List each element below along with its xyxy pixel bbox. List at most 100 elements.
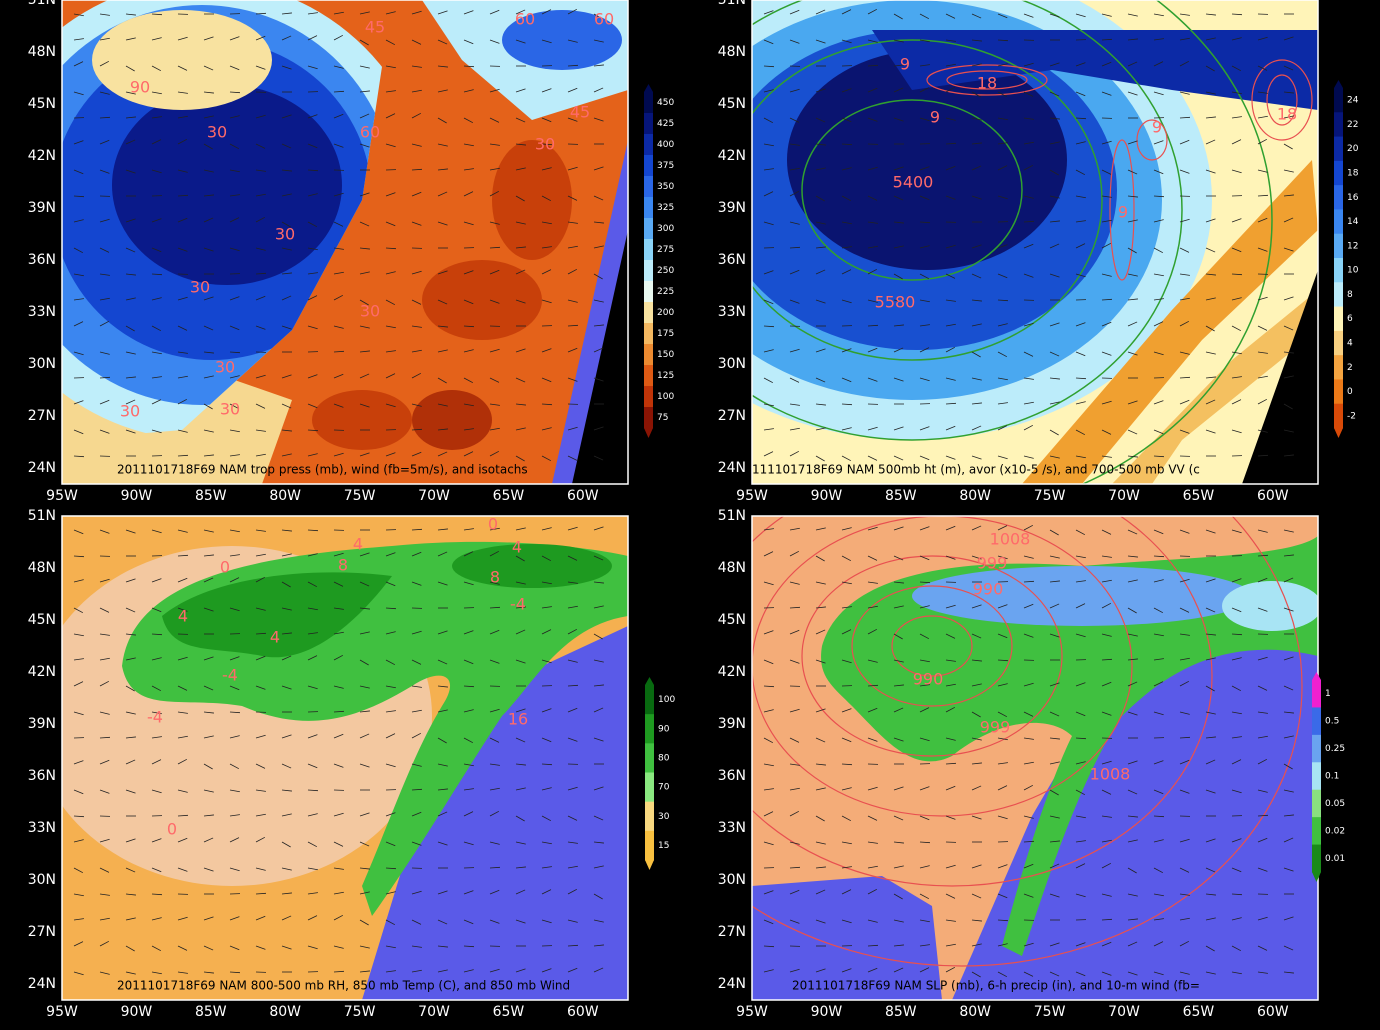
wind-barb <box>203 554 214 557</box>
wind-barb <box>307 272 318 275</box>
wind-barb <box>515 968 526 973</box>
wind-barb <box>997 142 1008 145</box>
wind-barb <box>1023 273 1034 278</box>
wind-barb <box>1231 711 1242 715</box>
lon-label: 95W <box>736 488 768 504</box>
wind-barb <box>463 65 475 68</box>
wind-barb <box>281 221 291 228</box>
wind-barb <box>307 813 318 817</box>
wind-barb <box>971 762 982 765</box>
wind-barb <box>1283 945 1294 951</box>
wind-barb <box>125 351 136 355</box>
wind-barb <box>515 117 526 123</box>
lat-label: 48N <box>718 560 746 576</box>
wind-barb <box>229 169 240 173</box>
wind-barb <box>763 377 774 384</box>
wind-barb <box>867 195 878 201</box>
wind-barb <box>593 815 604 821</box>
wind-barb <box>359 11 370 15</box>
wind-barb <box>893 581 904 584</box>
wind-barb <box>1257 429 1268 433</box>
wind-barb <box>437 403 448 407</box>
wind-barb <box>1231 657 1242 661</box>
wind-barb <box>1283 325 1294 331</box>
colorbar-swatch <box>1334 330 1343 356</box>
wind-barb <box>437 349 448 353</box>
wind-barb <box>789 39 800 44</box>
wind-barb <box>385 631 396 635</box>
wind-barb <box>515 815 525 822</box>
wind-barb <box>1205 247 1216 253</box>
wind-barb <box>1049 117 1060 120</box>
wind-barb <box>945 142 957 145</box>
wind-barb <box>593 87 604 93</box>
wind-barb <box>99 37 110 41</box>
wind-barb <box>567 268 578 275</box>
wind-barb <box>541 737 552 743</box>
wind-barb <box>125 736 136 739</box>
wind-barb <box>1179 657 1190 661</box>
lon-label: 80W <box>959 1004 991 1020</box>
lon-label: 60W <box>567 488 599 504</box>
wind-barb <box>1153 91 1164 96</box>
wind-barb <box>359 581 370 587</box>
wind-barb <box>593 633 603 640</box>
wind-barb <box>1101 529 1112 535</box>
wind-barb <box>359 970 370 973</box>
wind-barb <box>815 221 826 225</box>
lon-label: 75W <box>1034 488 1066 504</box>
wind-barb <box>203 945 214 951</box>
wind-barb <box>789 787 800 791</box>
wind-barb <box>1049 711 1060 717</box>
wind-barb <box>1257 814 1269 817</box>
wind-barb <box>997 604 1008 609</box>
colorbar-swatch <box>1334 355 1343 380</box>
wind-barb <box>1023 401 1034 405</box>
wind-barb <box>815 629 826 635</box>
wind-barb <box>971 91 981 98</box>
wind-barb <box>841 919 852 924</box>
contour-label: 4 <box>270 628 280 647</box>
colorbar-label: 0.25 <box>1325 744 1345 754</box>
wind-barb <box>945 117 956 121</box>
wind-barb <box>1101 633 1112 637</box>
wind-barb <box>229 916 240 921</box>
wind-barb <box>489 39 500 44</box>
wind-barb <box>815 403 826 406</box>
wind-barb <box>333 867 344 870</box>
wind-barb <box>1127 13 1138 17</box>
wind-barb <box>1231 578 1242 583</box>
wind-barb <box>1283 403 1293 410</box>
wind-barb <box>203 763 213 770</box>
wind-barb <box>203 577 214 583</box>
wind-barb <box>307 553 318 557</box>
contour-label: 30 <box>220 400 240 419</box>
wind-barb <box>593 737 604 742</box>
wind-barb <box>1127 918 1138 921</box>
wind-barb <box>1179 218 1190 223</box>
wind-barb <box>919 944 930 947</box>
wind-barb <box>867 737 878 742</box>
wind-barb <box>515 889 526 895</box>
contour-label: 4 <box>353 535 363 554</box>
wind-barb <box>1023 524 1034 531</box>
colorbar-swatch <box>644 239 653 261</box>
wind-barb <box>1179 60 1190 67</box>
wind-barb <box>359 891 370 895</box>
wind-barb <box>1179 971 1190 975</box>
wind-barb <box>567 455 578 461</box>
wind-barb <box>463 377 474 384</box>
wind-barb <box>1153 38 1164 41</box>
contour-label: 8 <box>490 568 500 587</box>
lat-label: 24N <box>28 460 56 476</box>
wind-barb <box>333 607 344 610</box>
wind-barb <box>437 969 448 973</box>
wind-barb <box>385 325 396 329</box>
wind-barb <box>1153 219 1164 223</box>
wind-barb <box>1205 169 1216 174</box>
wind-barb <box>1049 893 1060 898</box>
wind-barb <box>893 64 904 67</box>
wind-barb <box>789 9 800 15</box>
colorbar-label: 12 <box>1347 241 1358 251</box>
contour-label: 999 <box>977 554 1008 573</box>
